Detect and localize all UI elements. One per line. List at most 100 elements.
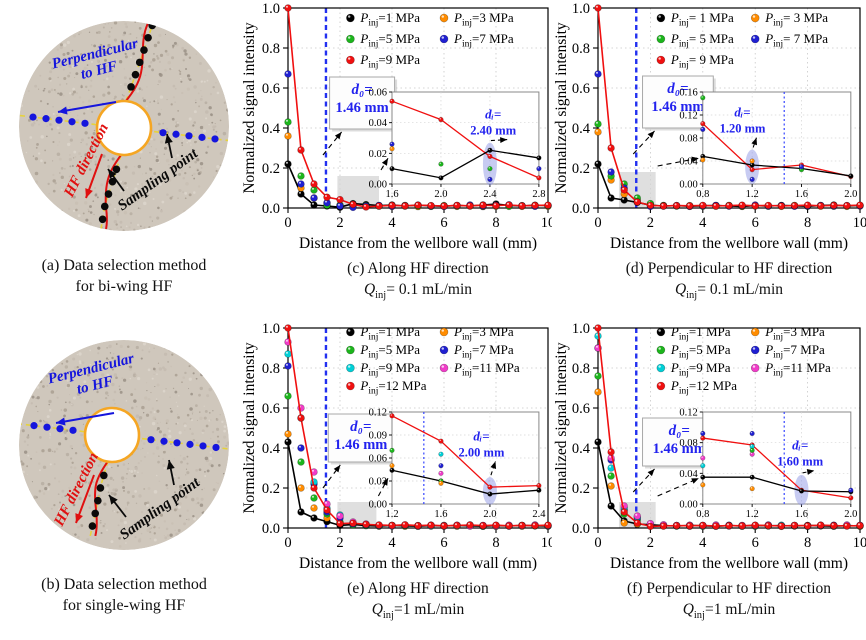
inset-y-tick: 0.08 (679, 438, 697, 449)
y-tick-label: 0.2 (572, 161, 590, 177)
chart-d-caption: (d) Perpendicular to HF direction Qinj= … (598, 258, 860, 306)
inset-x-tick: 2.4 (532, 509, 546, 520)
legend-label: Pinj=1 MPa (359, 324, 420, 343)
data-series (594, 324, 864, 531)
y-tick-label: 0.8 (572, 41, 590, 57)
inset-y-tick: 0.09 (369, 431, 387, 442)
chart-perpendicular-hf-q0p1: 0 2 4 6 8 10 0.0 0.2 0.4 0.6 0.8 1.0 Distance from t… (552, 0, 866, 318)
x-tick-label: 6 (440, 215, 447, 231)
chart-perpendicular-hf-q1: 0 2 4 6 8 10 0.0 0.2 0.4 0.6 0.8 1.0 Distance from t… (552, 320, 866, 640)
sampling-point-dot (112, 165, 121, 174)
hf-red-line (94, 460, 109, 537)
inset-x-tick: 1.6 (795, 509, 808, 520)
d0-value: 1.46 mm (334, 437, 387, 453)
zoom-source-region (337, 176, 379, 208)
legend-label: Pinj=1 MPa (359, 10, 420, 29)
di-value: 2.40 mm (470, 124, 516, 138)
y-tick-label: 1.0 (572, 321, 590, 337)
y-tick-label: 1.0 (572, 1, 590, 17)
diagram-b-caption: (b) Data selection method for single-win… (4, 574, 244, 616)
di-label: dᵢ= (792, 438, 808, 453)
perpendicular-sampling-dots (30, 422, 220, 452)
hydraulic-fracture (88, 460, 109, 538)
inset-series-line (391, 469, 539, 495)
x-tick-label: 10 (853, 535, 866, 551)
inset-series-line (702, 476, 851, 493)
axes: 0 2 4 6 8 10 0.0 0.2 0.4 0.6 0.8 1.0 Distance from t… (241, 321, 555, 572)
diagram-a-caption-line2: for bi-wing HF (75, 278, 173, 295)
x-tick-label: 2 (336, 215, 343, 231)
legend-label: Pinj=12 MPa (359, 378, 426, 397)
perpendicular-sampling-dots (29, 113, 219, 143)
y-tick-label: 0.2 (262, 481, 280, 497)
legend-label: Pinj=9 MPa (670, 360, 731, 379)
d0-value: 1.46 mm (651, 99, 704, 115)
chart-f-plot: 0 2 4 6 8 10 0.0 0.2 0.4 0.6 0.8 1.0 Distance from t… (552, 320, 866, 576)
x-tick-label: 0 (594, 535, 601, 551)
inset-x-tick: 1.6 (434, 509, 447, 520)
y-axis-label: Normalized signal intensity (553, 22, 570, 194)
inset-plot: 0.8 1.2 1.6 2.0 0.00 0.04 0.08 0.12 dᵢ= 1.60 mm (679, 408, 857, 521)
inset-x-tick: 2.8 (532, 189, 545, 200)
sampling-point-dot (96, 484, 105, 492)
inset-x-tick: 2.4 (483, 189, 497, 200)
wellbore (95, 99, 153, 157)
sampling-point-dot (144, 33, 152, 42)
inset-x-tick: 2.0 (434, 189, 447, 200)
x-tick-label: 10 (541, 535, 552, 551)
chart-e-svg: 0 2 4 6 8 10 0.0 0.2 0.4 0.6 0.8 1.0 Distance from t… (241, 321, 555, 572)
di-value: 2.00 mm (459, 445, 505, 459)
di-value: 1.20 mm (720, 122, 766, 136)
inset-y-tick: 0.12 (679, 408, 697, 419)
data-series (284, 324, 552, 531)
legend-label: Pinj=7 MPa (453, 31, 514, 50)
legend: Pinj=1 MPa Pinj=3 MPa Pinj=5 MPa Pinj=7 MPa… (346, 324, 520, 397)
chart-d-caption-qinj: Qinj= 0.1 mL/min (674, 281, 784, 302)
chart-e-caption-qinj: Qinj=1 mL/min (371, 601, 465, 622)
axes: 0 2 4 6 8 10 0.0 0.2 0.4 0.6 0.8 1.0 Distance from t… (553, 1, 866, 252)
inset-y-tick: 0.02 (369, 149, 387, 160)
sampling-point-dot (127, 83, 135, 91)
diagram-a-caption-line1: (a) Data selection method (41, 257, 207, 274)
y-tick-label: 0.4 (572, 441, 591, 457)
x-tick-label: 10 (541, 215, 552, 231)
chart-f-caption-line1: (f) Perpendicular to HF direction (626, 580, 832, 597)
inset-y-tick: 0.08 (679, 134, 697, 145)
d0-value: 1.46 mm (336, 100, 389, 116)
inset-x-tick: 1.2 (746, 189, 759, 200)
y-tick-label: 0.2 (262, 161, 280, 177)
di-label: dᵢ= (734, 105, 750, 120)
chart-c-caption-line1: (c) Along HF direction (347, 260, 489, 277)
legend-label: Pinj=9 MPa (359, 360, 420, 379)
d0-label: d₀= (669, 423, 690, 439)
x-tick-label: 6 (752, 215, 759, 231)
y-tick-label: 0.8 (262, 361, 280, 377)
y-tick-label: 0.8 (572, 361, 590, 377)
legend: Pinj=1 MPa Pinj=3 MPa Pinj=5 MPa Pinj=7 MPa… (346, 10, 514, 71)
inset-y-tick: 0.16 (679, 88, 697, 99)
legend-label: Pinj=11 MPa (453, 360, 520, 379)
sampling-point-dot (98, 215, 107, 224)
chart-f-svg: 0 2 4 6 8 10 0.0 0.2 0.4 0.6 0.8 1.0 Distance from t… (553, 321, 866, 572)
legend-label: Pinj=5 MPa (359, 31, 420, 50)
di-highlight-ellipse (482, 477, 497, 505)
di-label: dᵢ= (473, 428, 489, 443)
x-axis-label: Distance from the wellbore wall (mm) (299, 555, 537, 572)
legend-label: Pinj=11 MPa (764, 360, 831, 379)
chart-c-caption: (c) Along HF direction Qinj= 0.1 mL/min (288, 258, 548, 306)
x-tick-label: 4 (388, 215, 396, 231)
x-tick-label: 6 (752, 535, 759, 551)
inset-series-line (702, 155, 851, 177)
y-axis-label: Normalized signal intensity (553, 342, 570, 514)
inset-y-tick: 0.04 (679, 469, 698, 480)
inset-y-tick: 0.12 (679, 111, 697, 122)
x-tick-label: 0 (594, 215, 601, 231)
inset-y-tick: 0.06 (369, 88, 387, 99)
inset-y-tick: 0.00 (679, 180, 697, 191)
inset-y-tick: 0.03 (369, 477, 387, 488)
y-axis-label: Normalized signal intensity (241, 22, 258, 194)
single-wing-disc: Perpendicular to HF HF direction Sampling p… (4, 325, 244, 560)
